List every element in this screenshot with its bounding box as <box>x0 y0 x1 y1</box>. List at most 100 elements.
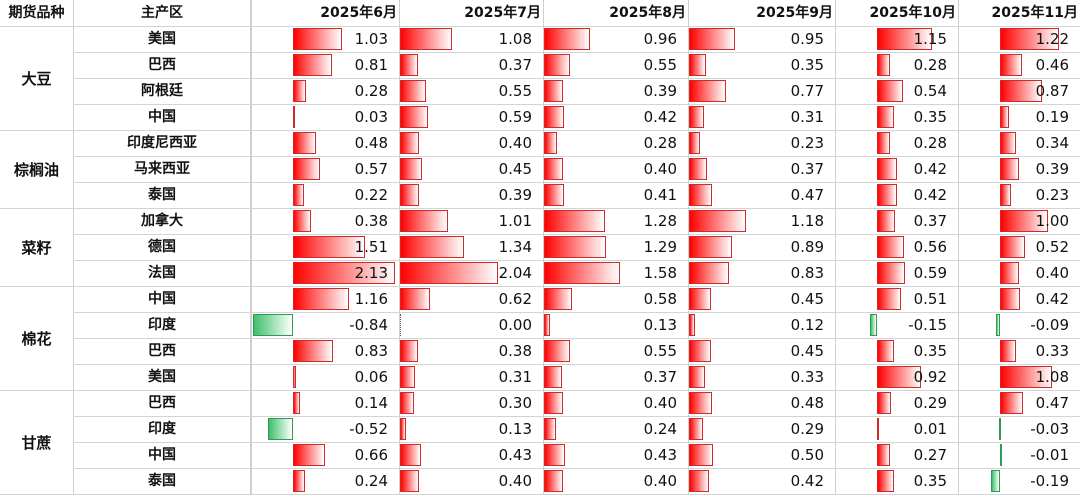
value-label: 1.08 <box>498 30 532 48</box>
value-label: 0.43 <box>643 446 677 464</box>
value-bar-positive <box>293 444 325 466</box>
value-label: 0.19 <box>1035 108 1069 126</box>
group-separator <box>0 26 1080 27</box>
value-bar-positive <box>544 28 590 50</box>
row-separator <box>74 156 1080 157</box>
value-bar-positive <box>544 80 563 102</box>
value-label: 0.55 <box>498 82 532 100</box>
value-label: 0.42 <box>643 108 677 126</box>
value-bar-positive <box>877 132 890 154</box>
value-bar-positive <box>400 236 464 258</box>
region-label: 泰国 <box>148 187 176 203</box>
value-label: 0.58 <box>643 290 677 308</box>
value-bar-positive <box>293 288 349 310</box>
value-bar-positive <box>544 210 605 232</box>
value-bar-positive <box>293 106 295 128</box>
value-bar-positive <box>1000 106 1009 128</box>
value-bar-positive <box>689 236 732 258</box>
value-bar-positive <box>400 106 428 128</box>
column-separator <box>250 0 251 494</box>
value-bar-positive <box>544 106 564 128</box>
row-separator <box>74 104 1080 105</box>
category-label: 大豆 <box>21 69 52 88</box>
header-month: 2025年9月 <box>756 5 833 21</box>
value-label: 1.22 <box>1035 30 1069 48</box>
value-label: 0.35 <box>790 56 824 74</box>
value-label: 1.58 <box>643 264 677 282</box>
value-label: 0.41 <box>643 186 677 204</box>
row-separator <box>74 182 1080 183</box>
value-label: 0.40 <box>643 472 677 490</box>
value-label: 0.40 <box>643 160 677 178</box>
row-separator <box>74 442 1080 443</box>
row-separator <box>74 234 1080 235</box>
region-label: 印度 <box>148 421 176 437</box>
value-label: 0.28 <box>354 82 388 100</box>
value-bar-positive <box>877 210 895 232</box>
value-label: 0.22 <box>354 186 388 204</box>
value-label: 0.40 <box>498 472 532 490</box>
value-bar-positive <box>877 80 903 102</box>
region-label: 中国 <box>148 291 176 307</box>
header-month: 2025年8月 <box>609 5 686 21</box>
value-bar-positive <box>544 366 562 388</box>
value-bar-positive <box>400 158 422 180</box>
value-bar-positive <box>1000 80 1042 102</box>
value-label: 1.18 <box>790 212 824 230</box>
column-separator <box>73 0 74 494</box>
region-label: 巴西 <box>148 57 176 73</box>
value-label: 0.46 <box>1035 56 1069 74</box>
value-label: 0.45 <box>790 342 824 360</box>
region-label: 巴西 <box>148 343 176 359</box>
value-label: 2.13 <box>354 264 388 282</box>
value-label: 0.77 <box>790 82 824 100</box>
value-bar-positive <box>877 340 894 362</box>
value-label: 0.01 <box>913 420 947 438</box>
value-label: 0.62 <box>498 290 532 308</box>
value-label: 0.55 <box>643 342 677 360</box>
value-bar-positive <box>293 132 316 154</box>
value-bar-positive <box>544 288 572 310</box>
value-bar-positive <box>689 288 711 310</box>
value-bar-positive <box>400 444 421 466</box>
region-label: 印度尼西亚 <box>127 135 197 151</box>
value-bar-positive <box>689 262 729 284</box>
value-label: 1.01 <box>498 212 532 230</box>
value-bar-negative <box>870 314 877 336</box>
value-label: 0.12 <box>790 316 824 334</box>
value-label: 0.96 <box>643 30 677 48</box>
row-separator <box>74 312 1080 313</box>
value-bar-positive <box>400 392 414 414</box>
value-label: 0.30 <box>498 394 532 412</box>
value-label: 1.03 <box>354 30 388 48</box>
value-bar-positive <box>400 132 419 154</box>
value-bar-negative <box>1000 444 1002 466</box>
value-bar-positive <box>400 288 430 310</box>
value-label: 0.43 <box>498 446 532 464</box>
value-bar-positive <box>877 54 890 76</box>
region-label: 印度 <box>148 317 176 333</box>
region-label: 美国 <box>148 31 176 47</box>
value-label: 0.39 <box>498 186 532 204</box>
value-bar-positive <box>544 262 620 284</box>
value-bar-positive <box>689 158 707 180</box>
value-bar-positive <box>544 236 606 258</box>
value-bar-positive <box>1000 210 1048 232</box>
value-bar-positive <box>689 54 706 76</box>
value-bar-positive <box>1000 54 1022 76</box>
value-label: 0.06 <box>354 368 388 386</box>
value-label: -0.03 <box>1030 420 1069 438</box>
value-label: 0.48 <box>790 394 824 412</box>
value-label: 0.51 <box>913 290 947 308</box>
value-bar-positive <box>293 236 365 258</box>
category-label: 棉花 <box>21 329 52 348</box>
value-bar-positive <box>1000 392 1023 414</box>
value-label: 0.39 <box>643 82 677 100</box>
value-label: 0.89 <box>790 238 824 256</box>
value-label: 0.42 <box>1035 290 1069 308</box>
value-label: 1.51 <box>354 238 388 256</box>
value-bar-positive <box>877 236 904 258</box>
region-label: 巴西 <box>148 395 176 411</box>
value-bar-positive <box>877 366 921 388</box>
